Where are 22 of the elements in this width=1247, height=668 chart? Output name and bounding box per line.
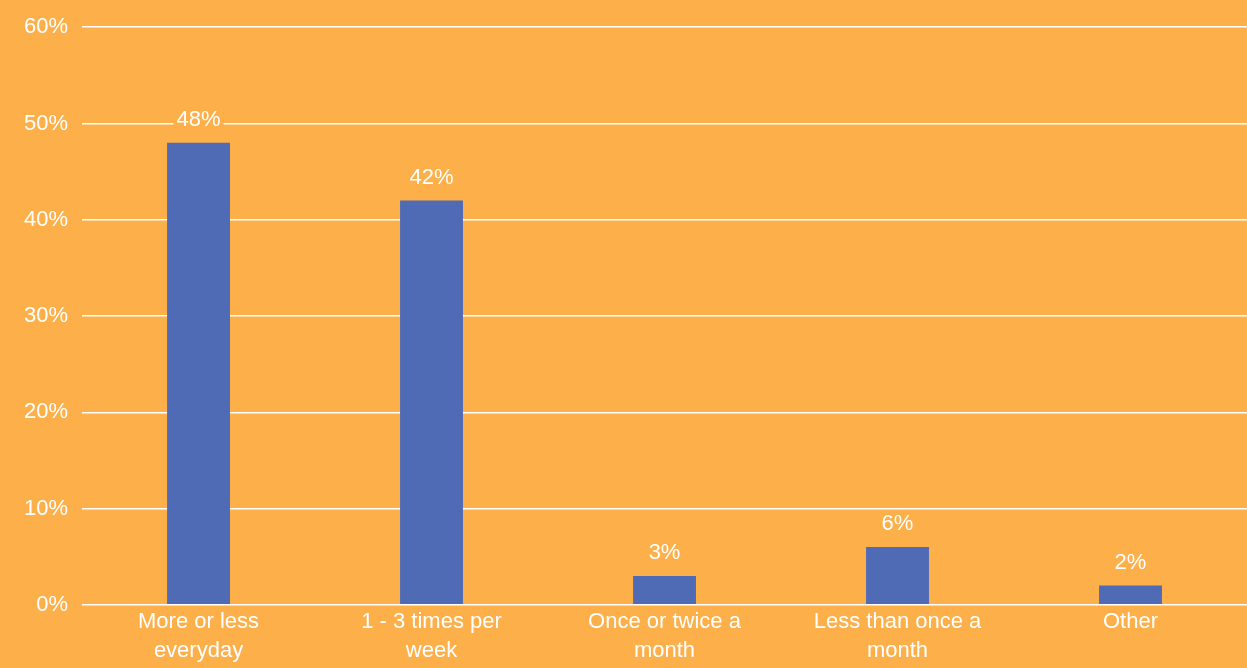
- bar: [167, 142, 230, 605]
- y-tick-label: 0%: [36, 590, 69, 616]
- bar: [866, 547, 929, 605]
- bar: [400, 200, 463, 605]
- data-label: 2%: [1114, 548, 1147, 574]
- bar: [633, 575, 696, 605]
- y-tick-label: 10%: [23, 494, 69, 520]
- data-label: 42%: [409, 163, 454, 189]
- y-tick-label: 60%: [23, 13, 69, 39]
- x-tick-label: 1 - 3 times per week: [361, 608, 502, 662]
- data-label: 6%: [881, 510, 914, 536]
- x-tick-label: More or less everyday: [138, 608, 260, 662]
- y-tick-label: 20%: [23, 398, 69, 424]
- y-tick-label: 40%: [23, 205, 69, 231]
- x-tick-label: Less than once a month: [813, 608, 983, 662]
- data-label: 48%: [176, 105, 221, 131]
- y-tick-label: 50%: [23, 109, 69, 135]
- x-tick-label: Once or twice a month: [588, 608, 742, 662]
- y-tick-label: 30%: [23, 302, 69, 328]
- data-label: 3%: [648, 538, 681, 564]
- x-tick-label: Other: [1102, 608, 1159, 634]
- bar: [1099, 585, 1162, 605]
